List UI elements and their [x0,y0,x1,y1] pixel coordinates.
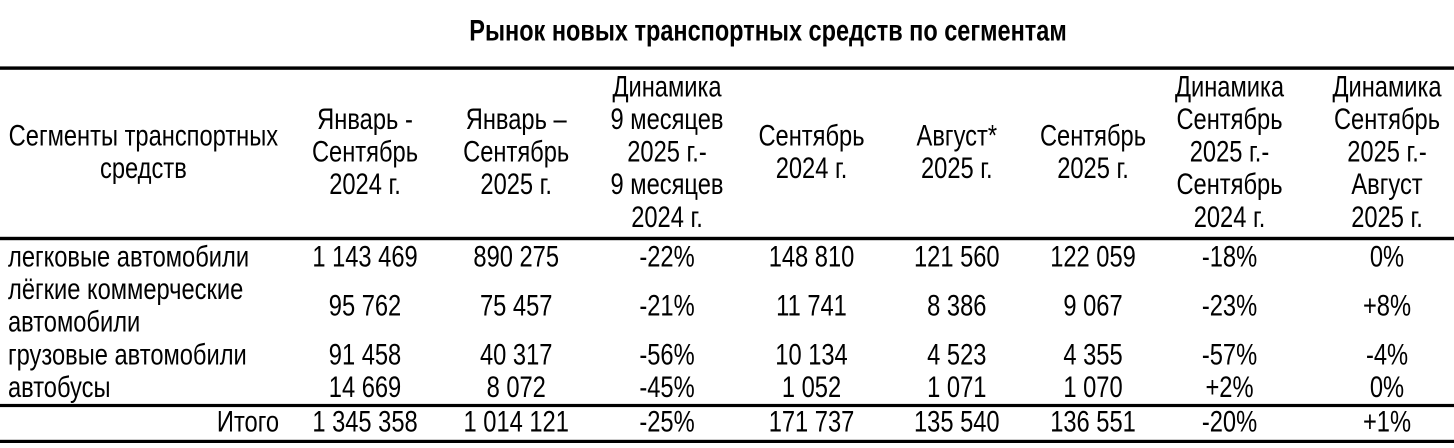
svg-text:135 540: 135 540 [914,405,1000,438]
svg-text:автобусы: автобусы [8,370,110,403]
svg-text:Сентябрь: Сентябрь [1176,168,1282,201]
svg-text:Август: Август [1351,168,1422,201]
svg-text:2025 г.: 2025 г. [480,168,552,201]
svg-text:122 059: 122 059 [1050,240,1136,273]
svg-text:-25%: -25% [639,405,694,438]
svg-text:+8%: +8% [1363,289,1411,322]
svg-text:Динамика: Динамика [612,70,721,103]
svg-text:2024 г.: 2024 г. [631,200,703,233]
svg-text:-57%: -57% [1202,338,1257,371]
svg-text:2025 г.: 2025 г. [1057,151,1129,184]
svg-text:9 месяцев: 9 месяцев [611,168,724,201]
svg-text:средств: средств [100,151,187,184]
svg-text:8 386: 8 386 [927,289,986,322]
svg-text:Сегменты транспортных: Сегменты транспортных [9,119,279,152]
svg-text:2024 г.: 2024 г. [776,151,848,184]
svg-text:1 345 358: 1 345 358 [312,405,417,438]
svg-text:-4%: -4% [1366,338,1408,371]
svg-text:2025 г.-: 2025 г.- [1190,135,1269,168]
svg-text:0%: 0% [1370,370,1404,403]
svg-text:9 067: 9 067 [1063,289,1122,322]
svg-text:1 143 469: 1 143 469 [312,240,417,273]
svg-text:2024 г.: 2024 г. [1194,200,1266,233]
svg-text:Сентябрь: Сентябрь [1040,119,1146,152]
svg-text:4 355: 4 355 [1063,338,1122,371]
svg-text:95 762: 95 762 [329,289,401,322]
svg-text:грузовые автомобили: грузовые автомобили [8,338,247,371]
svg-text:40 317: 40 317 [480,338,552,371]
svg-text:148 810: 148 810 [769,240,855,273]
svg-text:2024 г.: 2024 г. [329,168,401,201]
svg-text:171 737: 171 737 [769,405,855,438]
svg-text:91 458: 91 458 [329,338,401,371]
svg-text:8 072: 8 072 [487,370,546,403]
svg-text:2025 г.: 2025 г. [1351,200,1423,233]
svg-text:9 месяцев: 9 месяцев [611,102,724,135]
svg-text:-20%: -20% [1202,405,1257,438]
svg-text:-22%: -22% [639,240,694,273]
svg-text:Сентябрь: Сентябрь [1334,102,1440,135]
svg-text:Сентябрь: Сентябрь [463,135,569,168]
svg-text:Сентябрь: Сентябрь [312,135,418,168]
svg-text:легковые автомобили: легковые автомобили [8,240,249,273]
svg-text:Январь -: Январь - [317,102,413,135]
svg-text:10 134: 10 134 [775,338,847,371]
svg-text:Динамика: Динамика [1175,70,1284,103]
svg-text:автомобили: автомобили [8,305,140,338]
svg-text:Август*: Август* [917,119,998,152]
svg-text:75 457: 75 457 [480,289,552,322]
svg-text:14 669: 14 669 [329,370,401,403]
svg-text:4 523: 4 523 [927,338,986,371]
svg-text:1 071: 1 071 [927,370,986,403]
svg-text:Сентябрь: Сентябрь [1176,102,1282,135]
svg-text:-18%: -18% [1202,240,1257,273]
svg-text:2025 г.-: 2025 г.- [1347,135,1426,168]
svg-text:2025 г.: 2025 г. [921,151,993,184]
svg-text:-45%: -45% [639,370,694,403]
svg-text:121 560: 121 560 [914,240,1000,273]
svg-text:Динамика: Динамика [1332,70,1441,103]
svg-text:+2%: +2% [1205,370,1253,403]
svg-text:лёгкие коммерческие: лёгкие коммерческие [8,273,243,306]
svg-text:Сентябрь: Сентябрь [758,119,864,152]
svg-text:1 014 121: 1 014 121 [464,405,569,438]
svg-text:-23%: -23% [1202,289,1257,322]
svg-text:0%: 0% [1370,240,1404,273]
svg-text:136 551: 136 551 [1050,405,1136,438]
svg-text:-21%: -21% [639,289,694,322]
svg-text:1 052: 1 052 [782,370,841,403]
svg-text:Итого: Итого [217,405,279,438]
svg-text:2025 г.-: 2025 г.- [627,135,706,168]
svg-text:1 070: 1 070 [1063,370,1122,403]
svg-text:11 741: 11 741 [776,289,847,322]
svg-text:-56%: -56% [639,338,694,371]
svg-text:Рынок новых транспортных средс: Рынок новых транспортных средств по сегм… [469,14,1066,47]
svg-text:890 275: 890 275 [473,240,559,273]
svg-text:Январь –: Январь – [466,102,567,135]
svg-text:+1%: +1% [1363,405,1411,438]
